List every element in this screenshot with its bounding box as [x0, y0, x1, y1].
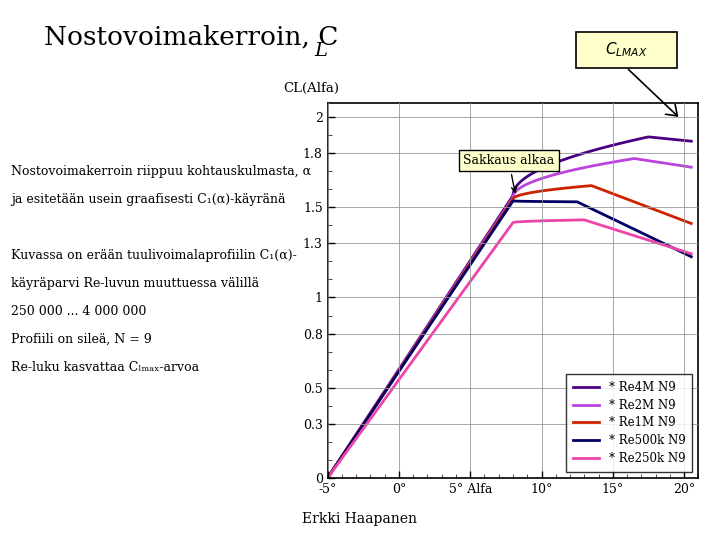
* Re500k N9	[541, 198, 549, 205]
* Re500k N9	[622, 222, 631, 229]
* Re1M N9	[540, 187, 549, 194]
Text: Profiili on sileä, N = 9: Profiili on sileä, N = 9	[11, 333, 151, 346]
* Re1M N9	[496, 215, 505, 221]
Line: * Re4M N9: * Re4M N9	[328, 137, 691, 478]
* Re1M N9	[520, 191, 528, 197]
* Re250k N9	[520, 218, 528, 225]
Text: Kuvassa on erään tuulivoimalaprofiilin C₁(α)-: Kuvassa on erään tuulivoimalaprofiilin C…	[11, 249, 297, 262]
Text: L: L	[315, 42, 328, 59]
* Re500k N9	[498, 213, 507, 220]
* Re4M N9	[679, 137, 688, 144]
* Re1M N9	[587, 183, 595, 189]
* Re250k N9	[679, 248, 688, 254]
* Re4M N9	[520, 176, 528, 182]
Text: $C_{LMAX}$: $C_{LMAX}$	[605, 40, 648, 59]
* Re250k N9	[498, 234, 507, 240]
* Re250k N9	[540, 218, 549, 224]
* Re1M N9	[687, 220, 696, 227]
* Re500k N9	[521, 198, 529, 205]
* Re1M N9	[622, 195, 631, 202]
* Re500k N9	[687, 253, 696, 260]
* Re500k N9	[679, 249, 688, 256]
* Re2M N9	[630, 156, 639, 162]
Line: * Re1M N9: * Re1M N9	[328, 186, 691, 478]
* Re2M N9	[520, 182, 528, 188]
Text: Re-luku kasvattaa Cₗₘₐₓ-arvoa: Re-luku kasvattaa Cₗₘₐₓ-arvoa	[11, 361, 199, 374]
* Re4M N9	[540, 164, 549, 171]
Line: * Re2M N9: * Re2M N9	[328, 159, 691, 478]
* Re2M N9	[679, 163, 688, 169]
Text: Sakkaus alkaa: Sakkaus alkaa	[463, 154, 554, 192]
* Re2M N9	[687, 164, 696, 171]
Line: * Re250k N9: * Re250k N9	[328, 220, 691, 478]
* Re4M N9	[498, 208, 507, 215]
Text: käyräparvi Re-luvun muuttuessa välillä: käyräparvi Re-luvun muuttuessa välillä	[11, 277, 259, 290]
* Re2M N9	[323, 475, 332, 481]
Text: CL(Alfa): CL(Alfa)	[283, 82, 339, 95]
* Re2M N9	[621, 157, 630, 163]
Text: Nostovoimakerroin, C: Nostovoimakerroin, C	[44, 24, 338, 49]
* Re250k N9	[687, 251, 696, 257]
Line: * Re500k N9: * Re500k N9	[328, 201, 691, 478]
Legend: * Re4M N9, * Re2M N9, * Re1M N9, * Re500k N9, * Re250k N9: * Re4M N9, * Re2M N9, * Re1M N9, * Re500…	[566, 374, 693, 472]
* Re250k N9	[622, 230, 631, 237]
Text: Erkki Haapanen: Erkki Haapanen	[302, 512, 418, 526]
Text: Nostovoimakerroin riippuu kohtauskulmasta, α: Nostovoimakerroin riippuu kohtauskulmast…	[11, 165, 311, 178]
* Re4M N9	[323, 475, 332, 481]
* Re4M N9	[496, 212, 505, 218]
* Re250k N9	[496, 237, 505, 244]
* Re4M N9	[621, 139, 630, 145]
* Re500k N9	[323, 475, 332, 481]
Text: ja esitetään usein graafisesti C₁(α)-käyränä: ja esitetään usein graafisesti C₁(α)-käy…	[11, 193, 285, 206]
* Re1M N9	[679, 217, 688, 224]
* Re4M N9	[687, 138, 696, 145]
* Re250k N9	[580, 217, 588, 223]
Text: 250 000 ... 4 000 000: 250 000 ... 4 000 000	[11, 305, 146, 318]
* Re250k N9	[323, 475, 332, 481]
* Re2M N9	[496, 213, 505, 220]
* Re500k N9	[496, 217, 505, 223]
* Re2M N9	[540, 174, 549, 181]
* Re1M N9	[323, 475, 332, 481]
* Re2M N9	[498, 210, 507, 217]
* Re4M N9	[644, 134, 652, 140]
* Re1M N9	[498, 212, 507, 218]
* Re500k N9	[509, 198, 518, 204]
